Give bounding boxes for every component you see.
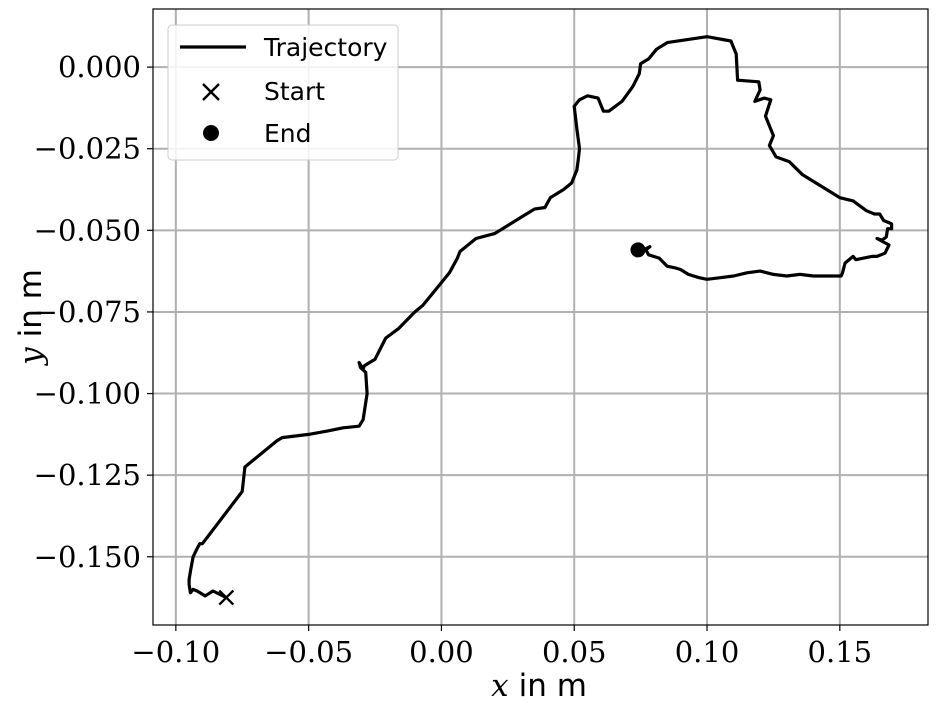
axis-ticks: −0.10 −0.05 0.00 0.05 0.10 0.15 0.000 −0.025 −0.… [34,50,872,669]
legend-box [167,24,399,161]
x-axis-var: x [491,668,509,704]
y-tick-label: −0.050 [34,213,141,247]
legend-label-start: Start [264,77,325,106]
x-tick-label: 0.10 [675,635,740,669]
start-marker-icon [218,589,235,606]
y-axis-label: y in m [13,269,49,367]
x-axis-unit: in m [519,668,587,704]
legend: Trajectory Start End [167,24,399,161]
legend-circle-marker-icon [203,125,219,141]
y-tick-label: −0.125 [34,458,141,492]
y-axis-unit: in m [13,269,49,337]
y-tick-label: 0.000 [58,50,141,84]
x-tick-label: 0.00 [409,635,474,669]
x-axis-label: x in m [491,668,587,704]
plot-frame [152,8,929,626]
y-axis-var: y [13,347,49,367]
grid [153,9,928,625]
y-tick-label: −0.150 [34,540,141,574]
x-tick-label: 0.15 [808,635,873,669]
legend-label-trajectory: Trajectory [263,33,388,62]
y-tick-label: −0.075 [34,295,141,329]
legend-label-end: End [264,119,312,148]
end-marker-icon [630,242,646,258]
x-tick-label: −0.05 [264,635,353,669]
plot-data [187,35,894,606]
legend-x-marker-icon [202,83,220,101]
y-tick-label: −0.025 [34,132,141,166]
x-tick-label: −0.10 [131,635,220,669]
y-tick-label: −0.100 [34,377,141,411]
trajectory-line [187,35,894,600]
x-tick-label: 0.05 [542,635,607,669]
